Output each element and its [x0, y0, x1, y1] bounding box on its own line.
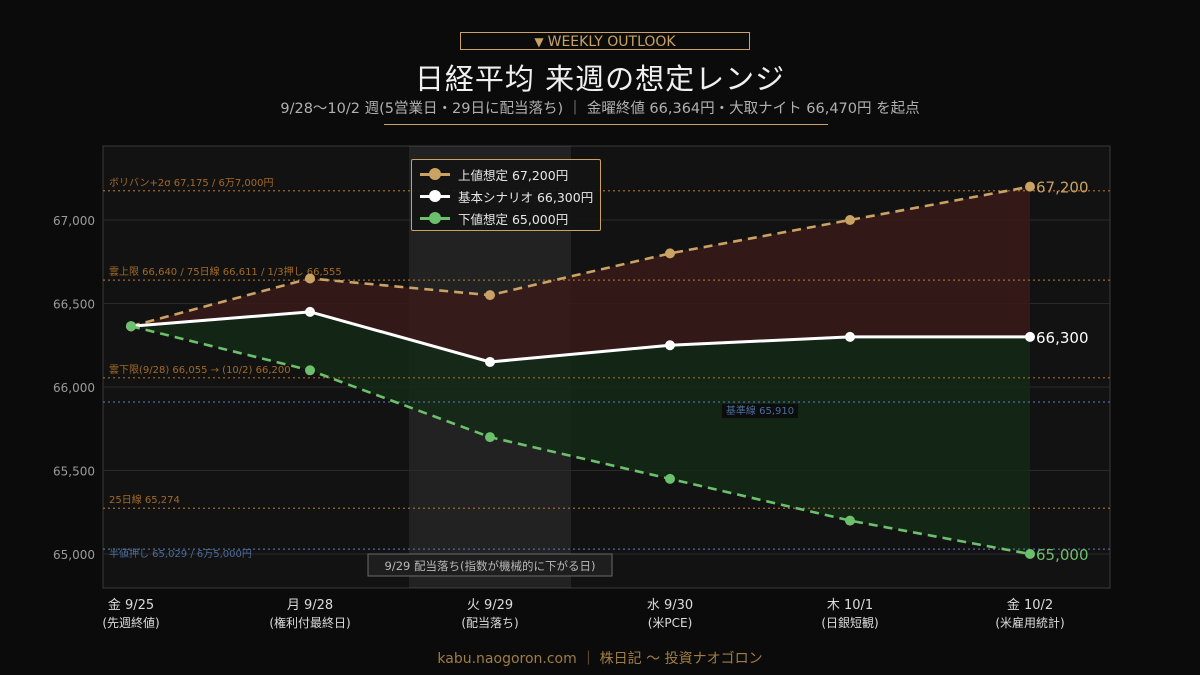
x-tick-label: 金 9/25	[108, 597, 154, 613]
series-line-base	[130, 310, 1030, 364]
reference-label-bg	[722, 404, 798, 419]
legend-swatch-base	[420, 190, 450, 202]
x-tick-label: 月 9/28	[287, 598, 333, 613]
legend-label-lower: 下値想定 65,000円	[458, 211, 569, 227]
end-value-label-lower: 65,000	[1036, 546, 1089, 564]
data-point-upper	[1025, 181, 1035, 192]
data-point-base	[305, 306, 315, 317]
series-line-lower	[130, 324, 1031, 556]
reference-label: 雲下限(9/28) 66,055 → (10/2) 66,200	[109, 364, 291, 376]
reference-label: ボリバン+2σ 67,175 / 6万7,000円	[109, 177, 273, 189]
end-value-label-base: 66,300	[1036, 329, 1089, 347]
y-tick-label: 65,000	[53, 548, 95, 562]
data-point-upper	[665, 248, 675, 259]
page-title: 日経平均 来週の想定レンジ	[414, 62, 786, 96]
data-point-upper	[485, 290, 495, 301]
highlight-caption-box	[367, 553, 613, 577]
chart-legend: 上値想定 67,200円 基本シナリオ 66,300円 下値想定 65,000円	[411, 159, 601, 231]
legend-item-base: 基本シナリオ 66,300円	[412, 185, 600, 207]
footer-credit: kabu.naogoron.com ｜ 株日記 〜 投資ナオゴロン	[437, 651, 763, 667]
data-point-base	[1025, 331, 1035, 342]
data-point-base	[485, 356, 495, 367]
x-tick-label: 水 9/30	[647, 598, 693, 613]
end-value-label-upper: 67,200	[1036, 179, 1089, 197]
x-tick-label: 火 9/29	[467, 598, 513, 613]
y-tick-label: 65,500	[53, 465, 95, 479]
data-point-lower	[845, 515, 855, 526]
data-point-lower	[485, 432, 495, 443]
x-tick-note: (米雇用統計)	[995, 615, 1064, 630]
legend-swatch-lower	[420, 212, 450, 224]
reference-label: 基準線 65,910	[726, 404, 794, 417]
badge-label: WEEKLY OUTLOOK	[547, 34, 676, 50]
data-point-lower	[126, 321, 136, 332]
x-tick-label: 金 10/2	[1007, 597, 1053, 613]
x-tick-note: (権利付最終日)	[269, 615, 350, 630]
x-tick-note: (米PCE)	[648, 616, 693, 630]
legend-label-upper: 上値想定 67,200円	[458, 167, 569, 183]
data-point-lower	[665, 473, 675, 484]
data-point-base	[845, 331, 855, 342]
reference-label: 半値押し 65,029 / 6万5,000円	[109, 547, 252, 560]
data-point-lower	[1025, 549, 1035, 559]
weekly-outlook-badge: ▼ WEEKLY OUTLOOK	[460, 32, 750, 50]
data-point-upper	[305, 273, 315, 284]
data-point-upper	[845, 215, 855, 225]
x-tick-note: (配当落ち)	[461, 616, 518, 630]
data-point-lower	[305, 365, 315, 376]
legend-item-upper: 上値想定 67,200円	[412, 163, 600, 185]
y-tick-label: 66,000	[53, 381, 95, 395]
x-tick-label: 木 10/1	[827, 598, 873, 613]
triangle-down-icon: ▼	[534, 35, 544, 49]
legend-label-base: 基本シナリオ 66,300円	[458, 189, 594, 205]
data-point-base	[665, 340, 675, 351]
y-tick-label: 67,000	[53, 214, 95, 228]
title-divider	[384, 124, 828, 125]
legend-item-lower: 下値想定 65,000円	[412, 207, 600, 229]
y-tick-label: 66,500	[53, 298, 95, 312]
x-tick-note: (先週終値)	[102, 615, 159, 630]
reference-label: 25日線 65,274	[109, 493, 180, 506]
reference-label: 雲上限 66,640 / 75日線 66,611 / 1/3押し 66,555	[109, 265, 342, 278]
legend-swatch-upper	[420, 168, 450, 180]
downside-range-fill	[131, 311, 1030, 554]
x-tick-note: (日銀短観)	[821, 616, 878, 630]
series-line-upper	[130, 185, 1031, 328]
highlight-caption: 9/29 配当落ち(指数が機械的に下がる日)	[385, 559, 596, 573]
page-subtitle: 9/28〜10/2 週(5営業日・29日に配当落ち) ｜ 金曜終値 66,364…	[280, 101, 920, 117]
